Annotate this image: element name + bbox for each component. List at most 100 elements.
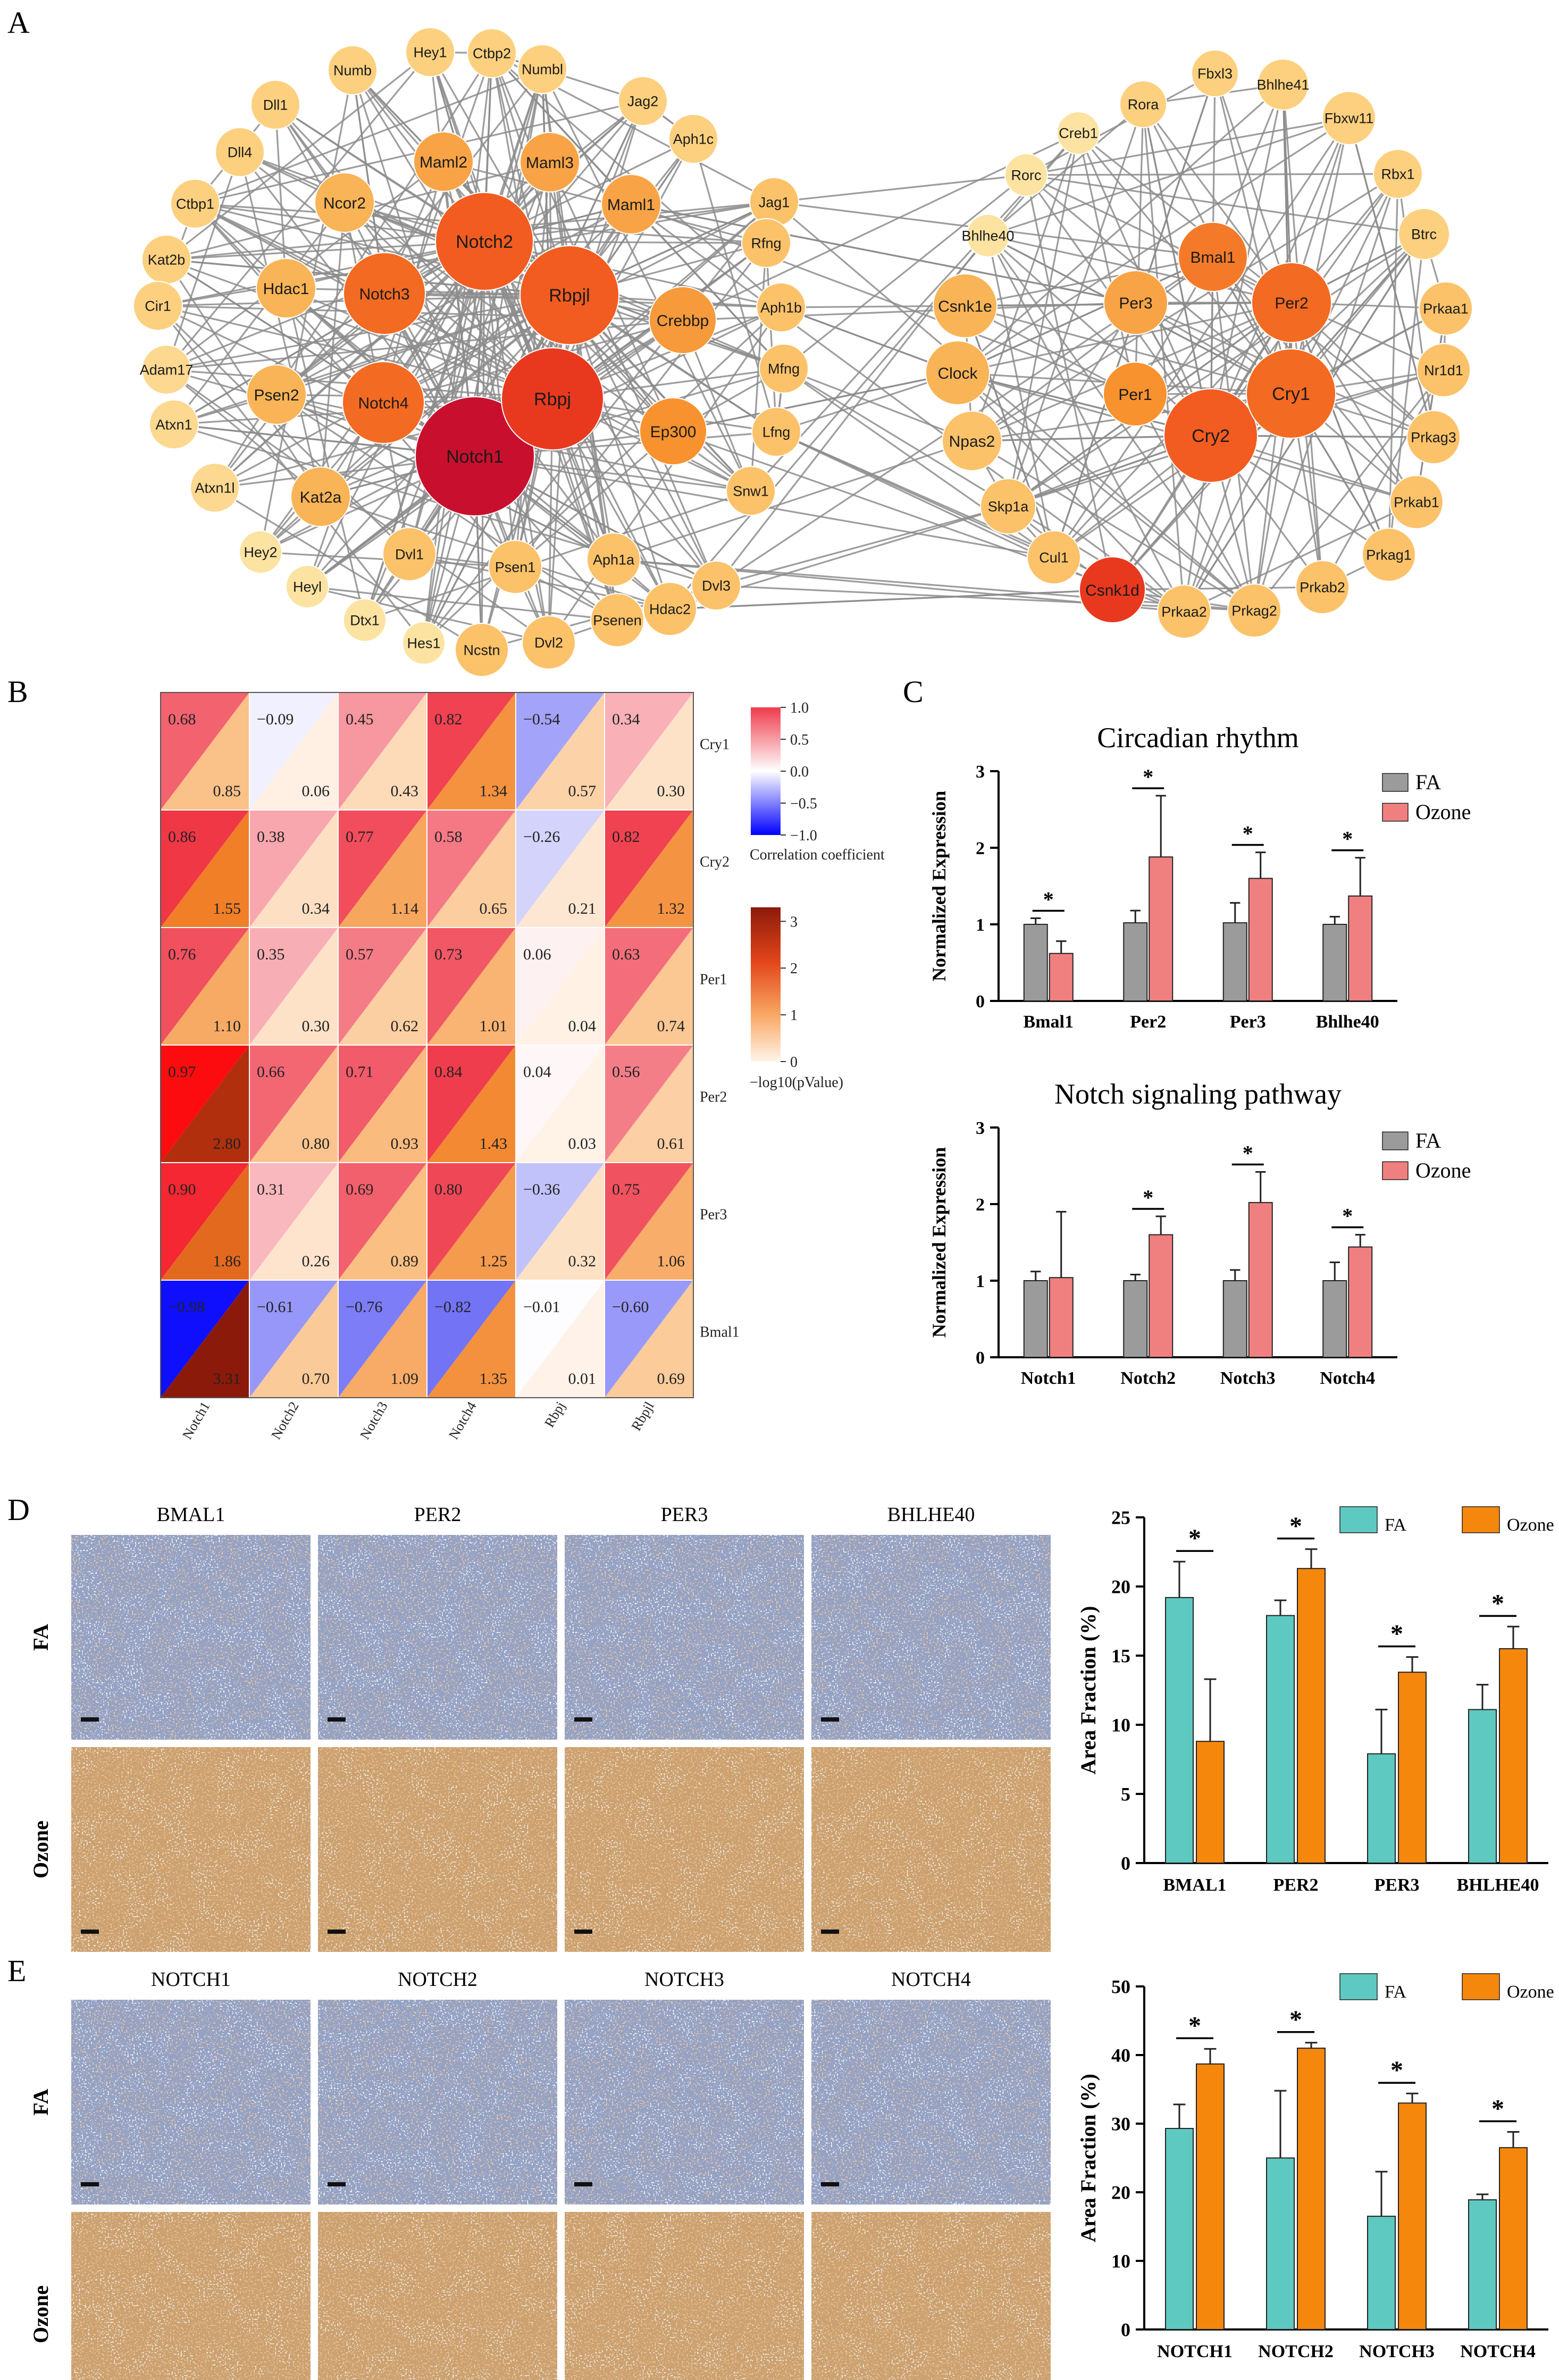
- pvalue-value: 0.03: [568, 1135, 597, 1153]
- legend-swatch-ozone: [1382, 803, 1409, 822]
- corr-value: 0.86: [168, 828, 196, 846]
- pvalue-value: 1.14: [391, 900, 419, 917]
- node-circle: [256, 258, 316, 319]
- chart-area-fraction-clock: 0 5 10 15 20 25 Area Fraction (%) * BMAL1 * PER2 * P…: [1076, 1506, 1554, 1895]
- pvalue-value: 0.06: [302, 782, 330, 800]
- node-psen2: Psen2: [246, 364, 307, 425]
- node-circle: [405, 27, 455, 77]
- node-jag1: Jag1: [749, 177, 799, 227]
- corr-value: 0.06: [523, 946, 551, 963]
- bar-fa-notch2: [1123, 1280, 1148, 1358]
- pvalue-value: 1.32: [657, 900, 685, 917]
- x-tick-label-notch2: NOTCH2: [1258, 2342, 1334, 2361]
- node-label: Maml2: [420, 154, 467, 171]
- node-circle: [402, 621, 446, 665]
- edge: [1026, 174, 1292, 304]
- heatmap-cell: −0.60 0.69: [604, 1280, 694, 1398]
- chart-notch-signaling: 0 1 2 3 Normalized Expression Notch signaling…: [928, 1078, 1471, 1388]
- row-label-bmal1: Bmal1: [700, 1324, 740, 1341]
- corr-value: −0.36: [523, 1181, 560, 1198]
- node-label: Kat2b: [148, 252, 186, 268]
- chart-title: Notch signaling pathway: [1054, 1078, 1342, 1110]
- bar-fa-notch3: [1367, 2216, 1396, 2330]
- corr-value: 0.04: [523, 1063, 551, 1081]
- edge: [1077, 132, 1136, 395]
- node-label: Nr1d1: [1424, 363, 1463, 379]
- pvalue-value: 1.01: [480, 1017, 508, 1035]
- node-circle: [966, 214, 1010, 257]
- node-dvl2: Dvl2: [522, 615, 576, 670]
- node-circle: [488, 540, 542, 594]
- node-label: Csnk1d: [1085, 582, 1139, 599]
- stain-overlay: [318, 1747, 557, 1952]
- edge: [716, 505, 1009, 587]
- pvalue-triangle: [161, 928, 249, 1045]
- micrograph-per2-fa: [318, 1535, 557, 1740]
- scale-bar: [328, 1717, 346, 1722]
- pvalue-triangle: [338, 928, 427, 1045]
- node-npas2: Npas2: [942, 411, 1002, 471]
- corr-value: 0.31: [257, 1181, 285, 1198]
- node-label: Hes1: [407, 636, 440, 652]
- node-hey1: Hey1: [405, 27, 455, 77]
- pvalue-triangle: [516, 1163, 605, 1280]
- node-maml2: Maml2: [413, 131, 474, 192]
- pvalue-triangle: [427, 1163, 516, 1280]
- chart-area-fraction-notch: 0 10 20 30 40 50 Area Fraction (%) * NOTCH1 * NOTC…: [1076, 1973, 1554, 2361]
- bar-ozone-notch1: [1196, 2063, 1225, 2331]
- nuclei-texture: [565, 2212, 804, 2380]
- edge: [783, 174, 1027, 370]
- node-label: Cry2: [1192, 426, 1230, 446]
- corr-value: 0.71: [346, 1063, 374, 1081]
- node-dtx1: Dtx1: [343, 598, 387, 642]
- corr-value: 0.68: [168, 711, 196, 728]
- node-circle: [1406, 410, 1461, 464]
- node-circle: [342, 361, 425, 444]
- nuclei-texture: [565, 1535, 804, 1740]
- node-circle: [1103, 270, 1168, 335]
- bar-fa-notch2: [1266, 2157, 1295, 2330]
- node-circle: [668, 114, 718, 164]
- bar-fa-per2: [1266, 1615, 1295, 1864]
- pvalue-tick: 3: [790, 914, 798, 930]
- node-circle: [691, 561, 741, 611]
- node-aph1c: Aph1c: [668, 114, 718, 164]
- nuclei-texture: [318, 1535, 557, 1740]
- node-label: Notch2: [456, 232, 513, 252]
- corr-value: 0.76: [168, 946, 196, 963]
- bar-ozone-per2: [1297, 1568, 1326, 1864]
- network-edges: [157, 51, 1447, 651]
- node-maml3: Maml3: [519, 132, 580, 193]
- edge: [166, 51, 431, 261]
- edge: [1348, 118, 1435, 438]
- micrograph-notch4-fa: [811, 2000, 1051, 2204]
- stain-overlay: [318, 2212, 557, 2380]
- node-ctbp1: Ctbp1: [170, 179, 220, 229]
- y-axis-title: Area Fraction (%): [1076, 2074, 1100, 2242]
- row-label-cry2: Cry2: [700, 854, 730, 871]
- node-rbpj: Rbpj: [501, 347, 604, 450]
- node-circle: [1178, 222, 1248, 292]
- micrograph-col-bmal1: BMAL1: [157, 1504, 225, 1526]
- scale-bar: [574, 1717, 592, 1722]
- edge: [964, 305, 1055, 558]
- node-circle: [1246, 348, 1336, 439]
- legend-label-ozone: Ozone: [1415, 1158, 1471, 1182]
- heatmap-cell: 0.58 0.65: [426, 809, 516, 928]
- node-hdac1: Hdac1: [256, 258, 316, 319]
- node-label: Snw1: [733, 483, 769, 499]
- bar-ozone-per2: [1149, 856, 1174, 1002]
- node-label: Ncstn: [463, 642, 500, 658]
- significance-star: *: [1143, 1185, 1153, 1209]
- nuclei-texture: [71, 1535, 311, 1740]
- node-per3: Per3: [1103, 270, 1168, 335]
- pvalue-value: 0.34: [302, 900, 330, 917]
- pvalue-value: 0.89: [391, 1252, 419, 1270]
- corr-value: −0.01: [523, 1298, 560, 1316]
- pvalue-triangle: [249, 1045, 338, 1163]
- node-circle: [933, 273, 998, 338]
- node-label: Cir1: [145, 298, 171, 314]
- panel-label-e: E: [7, 1953, 26, 1988]
- pvalue-value: 1.06: [657, 1252, 685, 1270]
- significance-star: *: [1188, 2011, 1201, 2040]
